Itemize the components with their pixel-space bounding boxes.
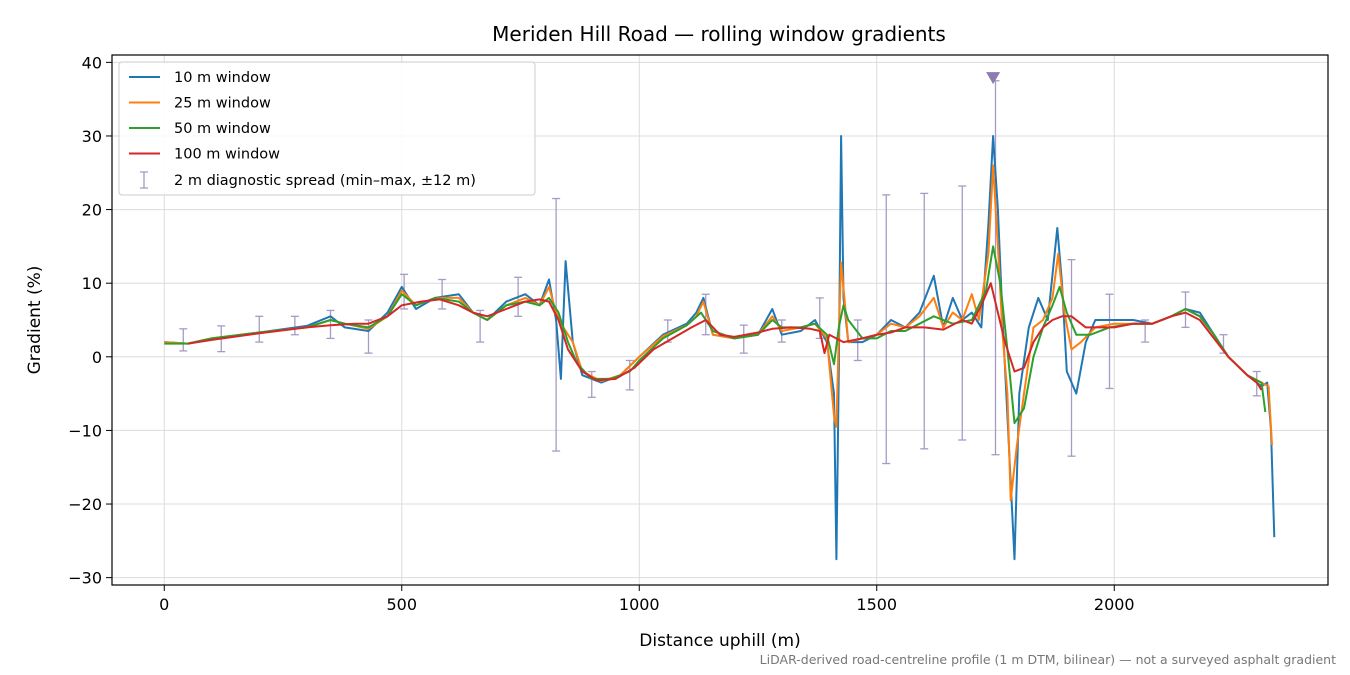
- diagnostic-spread-bar: [1067, 258, 1076, 457]
- y-tick-label: 30: [82, 127, 102, 146]
- diagnostic-spread-bar: [1105, 293, 1114, 390]
- x-tick-label: 1500: [856, 595, 897, 614]
- diagnostic-spread-bar: [290, 315, 299, 336]
- legend-label-4: 100 m window: [174, 147, 280, 163]
- y-tick-label: −10: [68, 421, 102, 440]
- legend-box: [118, 61, 536, 196]
- y-axis-label: Gradient (%): [25, 266, 45, 375]
- y-tick-label: −30: [68, 569, 102, 588]
- y-tick-label: 10: [82, 274, 102, 293]
- y-tick-label: 0: [92, 348, 102, 367]
- legend-label-3: 50 m window: [174, 121, 271, 137]
- diagnostic-spread-bar: [701, 293, 710, 336]
- chart-title: Meriden Hill Road — rolling window gradi…: [492, 22, 946, 46]
- x-tick-label: 1000: [619, 595, 660, 614]
- series-line-4: [187, 282, 1263, 391]
- max-marker-layer: [986, 72, 1001, 85]
- legend: 10 m window 25 m window 50 m window 100 m w…: [118, 61, 536, 196]
- plot-frame: [111, 54, 1329, 586]
- series-line-1: [164, 135, 1276, 561]
- y-tick-label: −20: [68, 495, 102, 514]
- max-gradient-marker: [986, 72, 1001, 85]
- legend-label-1: 10 m window: [174, 70, 271, 86]
- legend-label-spread: 2 m diagnostic spread (min–max, ±12 m): [174, 173, 476, 189]
- x-tick-label: 0: [159, 595, 169, 614]
- y-axis-ticks: 40 30 20 10 0 −10 −20 −30: [68, 53, 112, 588]
- diagnostic-spread-bar: [739, 324, 748, 354]
- diagnostic-spread-bar: [438, 278, 447, 310]
- series-lines: [164, 135, 1276, 561]
- diagnostic-spread-bar: [958, 185, 967, 441]
- diagnostic-spread-bar: [255, 315, 264, 343]
- legend-label-2: 25 m window: [174, 96, 271, 112]
- diagnostic-spread-bar: [179, 328, 188, 352]
- x-tick-label: 2000: [1094, 595, 1135, 614]
- diagnostic-spread-bar: [364, 319, 373, 354]
- y-tick-label: 40: [82, 53, 102, 72]
- x-axis-label: Distance uphill (m): [639, 631, 800, 651]
- y-tick-label: 20: [82, 201, 102, 220]
- x-tick-label: 500: [386, 595, 417, 614]
- footnote: LiDAR-derived road-centreline profile (1…: [760, 652, 1336, 667]
- x-axis-ticks: 0 500 1000 1500 2000: [159, 585, 1135, 614]
- diagnostic-spread-bar: [882, 194, 891, 465]
- series-line-3: [164, 245, 1267, 425]
